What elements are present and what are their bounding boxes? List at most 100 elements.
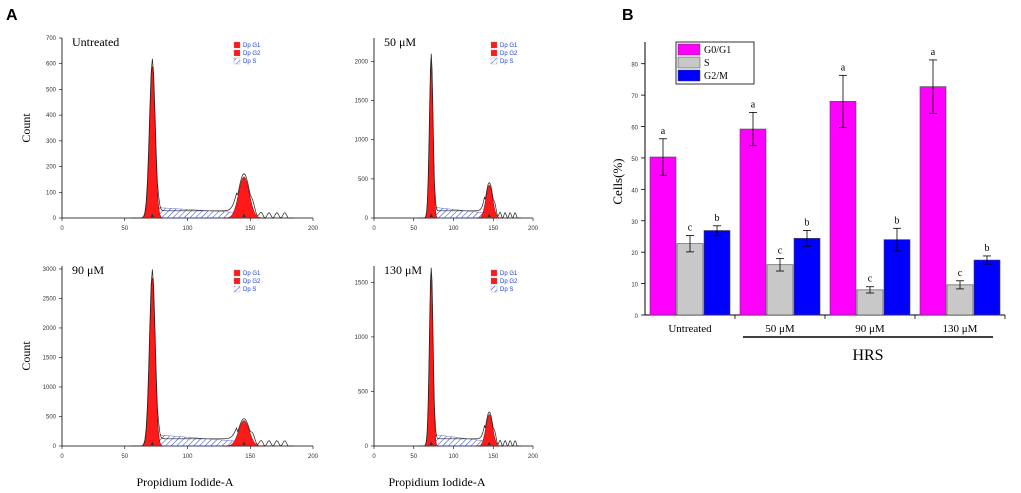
legend-entry: Dp S bbox=[243, 287, 256, 293]
histogram-outline bbox=[131, 269, 295, 447]
legend-entry: G0/G1 bbox=[704, 45, 731, 56]
legend-swatch bbox=[677, 43, 701, 56]
y-tick-label: 200 bbox=[46, 165, 57, 171]
y-tick-label: 700 bbox=[46, 36, 57, 42]
bar bbox=[883, 239, 911, 316]
significance-letter: b bbox=[985, 243, 990, 254]
x-tick-label: 200 bbox=[528, 454, 539, 460]
legend-entry: Dp G2 bbox=[243, 51, 261, 57]
sphase-hatched-area bbox=[157, 434, 238, 447]
g1-marker-icon: ▲ bbox=[149, 441, 155, 447]
x-tick-label: 50 bbox=[121, 454, 128, 460]
bar bbox=[766, 264, 794, 316]
y-tick-label: 3000 bbox=[43, 267, 57, 273]
legend-swatch bbox=[490, 269, 498, 277]
x-tick-label: 100 bbox=[448, 226, 459, 232]
bar bbox=[676, 243, 704, 316]
x-tick-label: 0 bbox=[60, 226, 64, 232]
histogram-50um: 0 500 1000 1500 2000 0 50 100 150 200 ▲ ▲ 50 μM Dp G1… bbox=[355, 35, 539, 232]
y-tick-label: 0 bbox=[635, 314, 639, 320]
g1-marker-icon: ▲ bbox=[149, 213, 155, 219]
panel-letter-a: A bbox=[6, 7, 18, 24]
y-tick-label: 80 bbox=[631, 63, 638, 69]
bar bbox=[649, 156, 677, 316]
sphase-hatched-area bbox=[434, 434, 486, 447]
bar bbox=[793, 238, 821, 316]
legend-entry: Dp G1 bbox=[500, 43, 518, 49]
y-tick-label: 0 bbox=[365, 444, 369, 450]
x-tick-label: 100 bbox=[448, 454, 459, 460]
significance-letter: c bbox=[778, 245, 783, 256]
sphase-hatched-area bbox=[157, 207, 238, 219]
legend-swatch bbox=[233, 277, 241, 285]
histogram-outline bbox=[417, 53, 522, 219]
g2-marker-icon: ▲ bbox=[486, 441, 492, 447]
y-tick-label: 40 bbox=[631, 188, 638, 194]
g1-peak bbox=[423, 61, 439, 219]
legend-swatch bbox=[490, 277, 498, 285]
g1-peak bbox=[423, 273, 439, 447]
y-tick-label: 1500 bbox=[355, 99, 369, 105]
x-tick-label: 200 bbox=[528, 226, 539, 232]
y-tick-label: 0 bbox=[53, 216, 57, 222]
significance-letter: b bbox=[715, 213, 720, 224]
g2-peak bbox=[475, 184, 503, 219]
y-tick-label: 400 bbox=[46, 113, 57, 119]
x-tick-label: 200 bbox=[308, 226, 319, 232]
histogram-outline bbox=[131, 58, 295, 219]
significance-letter: a bbox=[661, 126, 666, 137]
legend-swatch bbox=[233, 269, 241, 277]
legend-entry: Dp G1 bbox=[243, 271, 261, 277]
x-tick-label: 0 bbox=[372, 454, 376, 460]
y-tick-label: 1500 bbox=[355, 280, 369, 286]
legend-swatch bbox=[233, 41, 241, 49]
y-tick-label: 500 bbox=[46, 414, 57, 420]
legend-entry: Dp G2 bbox=[500, 51, 518, 57]
legend-swatch bbox=[677, 69, 701, 82]
histogram-90um: 0 500 1000 1500 2000 2500 3000 0 50 100 150 200 Coun… bbox=[19, 263, 319, 460]
y-tick-label: 2000 bbox=[43, 326, 57, 332]
legend-entry: S bbox=[704, 58, 710, 69]
legend-entry: Dp G2 bbox=[500, 279, 518, 285]
significance-letter: a bbox=[751, 99, 756, 110]
legend-entry: Dp S bbox=[500, 59, 513, 65]
y-tick-label: 1000 bbox=[355, 335, 369, 341]
legend-swatch bbox=[490, 49, 498, 57]
category-label: 130 μM bbox=[943, 323, 978, 335]
y-tick-label: 20 bbox=[631, 251, 638, 257]
legend-swatch bbox=[490, 285, 498, 293]
significance-letter: c bbox=[958, 268, 963, 279]
y-tick-label: 100 bbox=[46, 190, 57, 196]
x-tick-label: 150 bbox=[488, 454, 499, 460]
y-tick-label: 60 bbox=[631, 126, 638, 132]
legend-entry: Dp G1 bbox=[500, 271, 518, 277]
bar bbox=[973, 259, 1001, 316]
g2-marker-icon: ▲ bbox=[241, 441, 247, 447]
legend-swatch bbox=[233, 57, 241, 65]
y-tick-label: 0 bbox=[365, 216, 369, 222]
x-tick-label: 150 bbox=[245, 226, 256, 232]
legend-entry: Dp S bbox=[500, 287, 513, 293]
y-tick-label: 10 bbox=[631, 283, 638, 289]
bar bbox=[856, 289, 884, 316]
g1-marker-icon: ▲ bbox=[428, 441, 434, 447]
x-tick-label: 150 bbox=[488, 226, 499, 232]
y-axis-label: Cells(%) bbox=[610, 158, 625, 204]
y-tick-label: 500 bbox=[46, 87, 57, 93]
histogram-outline bbox=[417, 267, 522, 447]
histogram-condition-label: Untreated bbox=[72, 35, 119, 49]
histogram-130um: 0 500 1000 1500 0 50 100 150 200 ▲ ▲ 130 μM Dp G1 Dp … bbox=[355, 263, 539, 460]
bar bbox=[829, 101, 857, 316]
g2-marker-icon: ▲ bbox=[241, 213, 247, 219]
g1-peak bbox=[141, 65, 164, 219]
x-axis-label-right: Propidium Iodide-A bbox=[389, 475, 486, 489]
histogram-condition-label: 90 μM bbox=[72, 263, 104, 277]
y-tick-label: 500 bbox=[358, 389, 369, 395]
g1-marker-icon: ▲ bbox=[428, 213, 434, 219]
g1-peak bbox=[141, 277, 164, 447]
significance-letter: a bbox=[931, 47, 936, 58]
x-tick-label: 50 bbox=[121, 226, 128, 232]
significance-letter: a bbox=[841, 62, 846, 73]
legend-swatch bbox=[677, 56, 701, 69]
hrs-group-label: HRS bbox=[852, 347, 883, 364]
